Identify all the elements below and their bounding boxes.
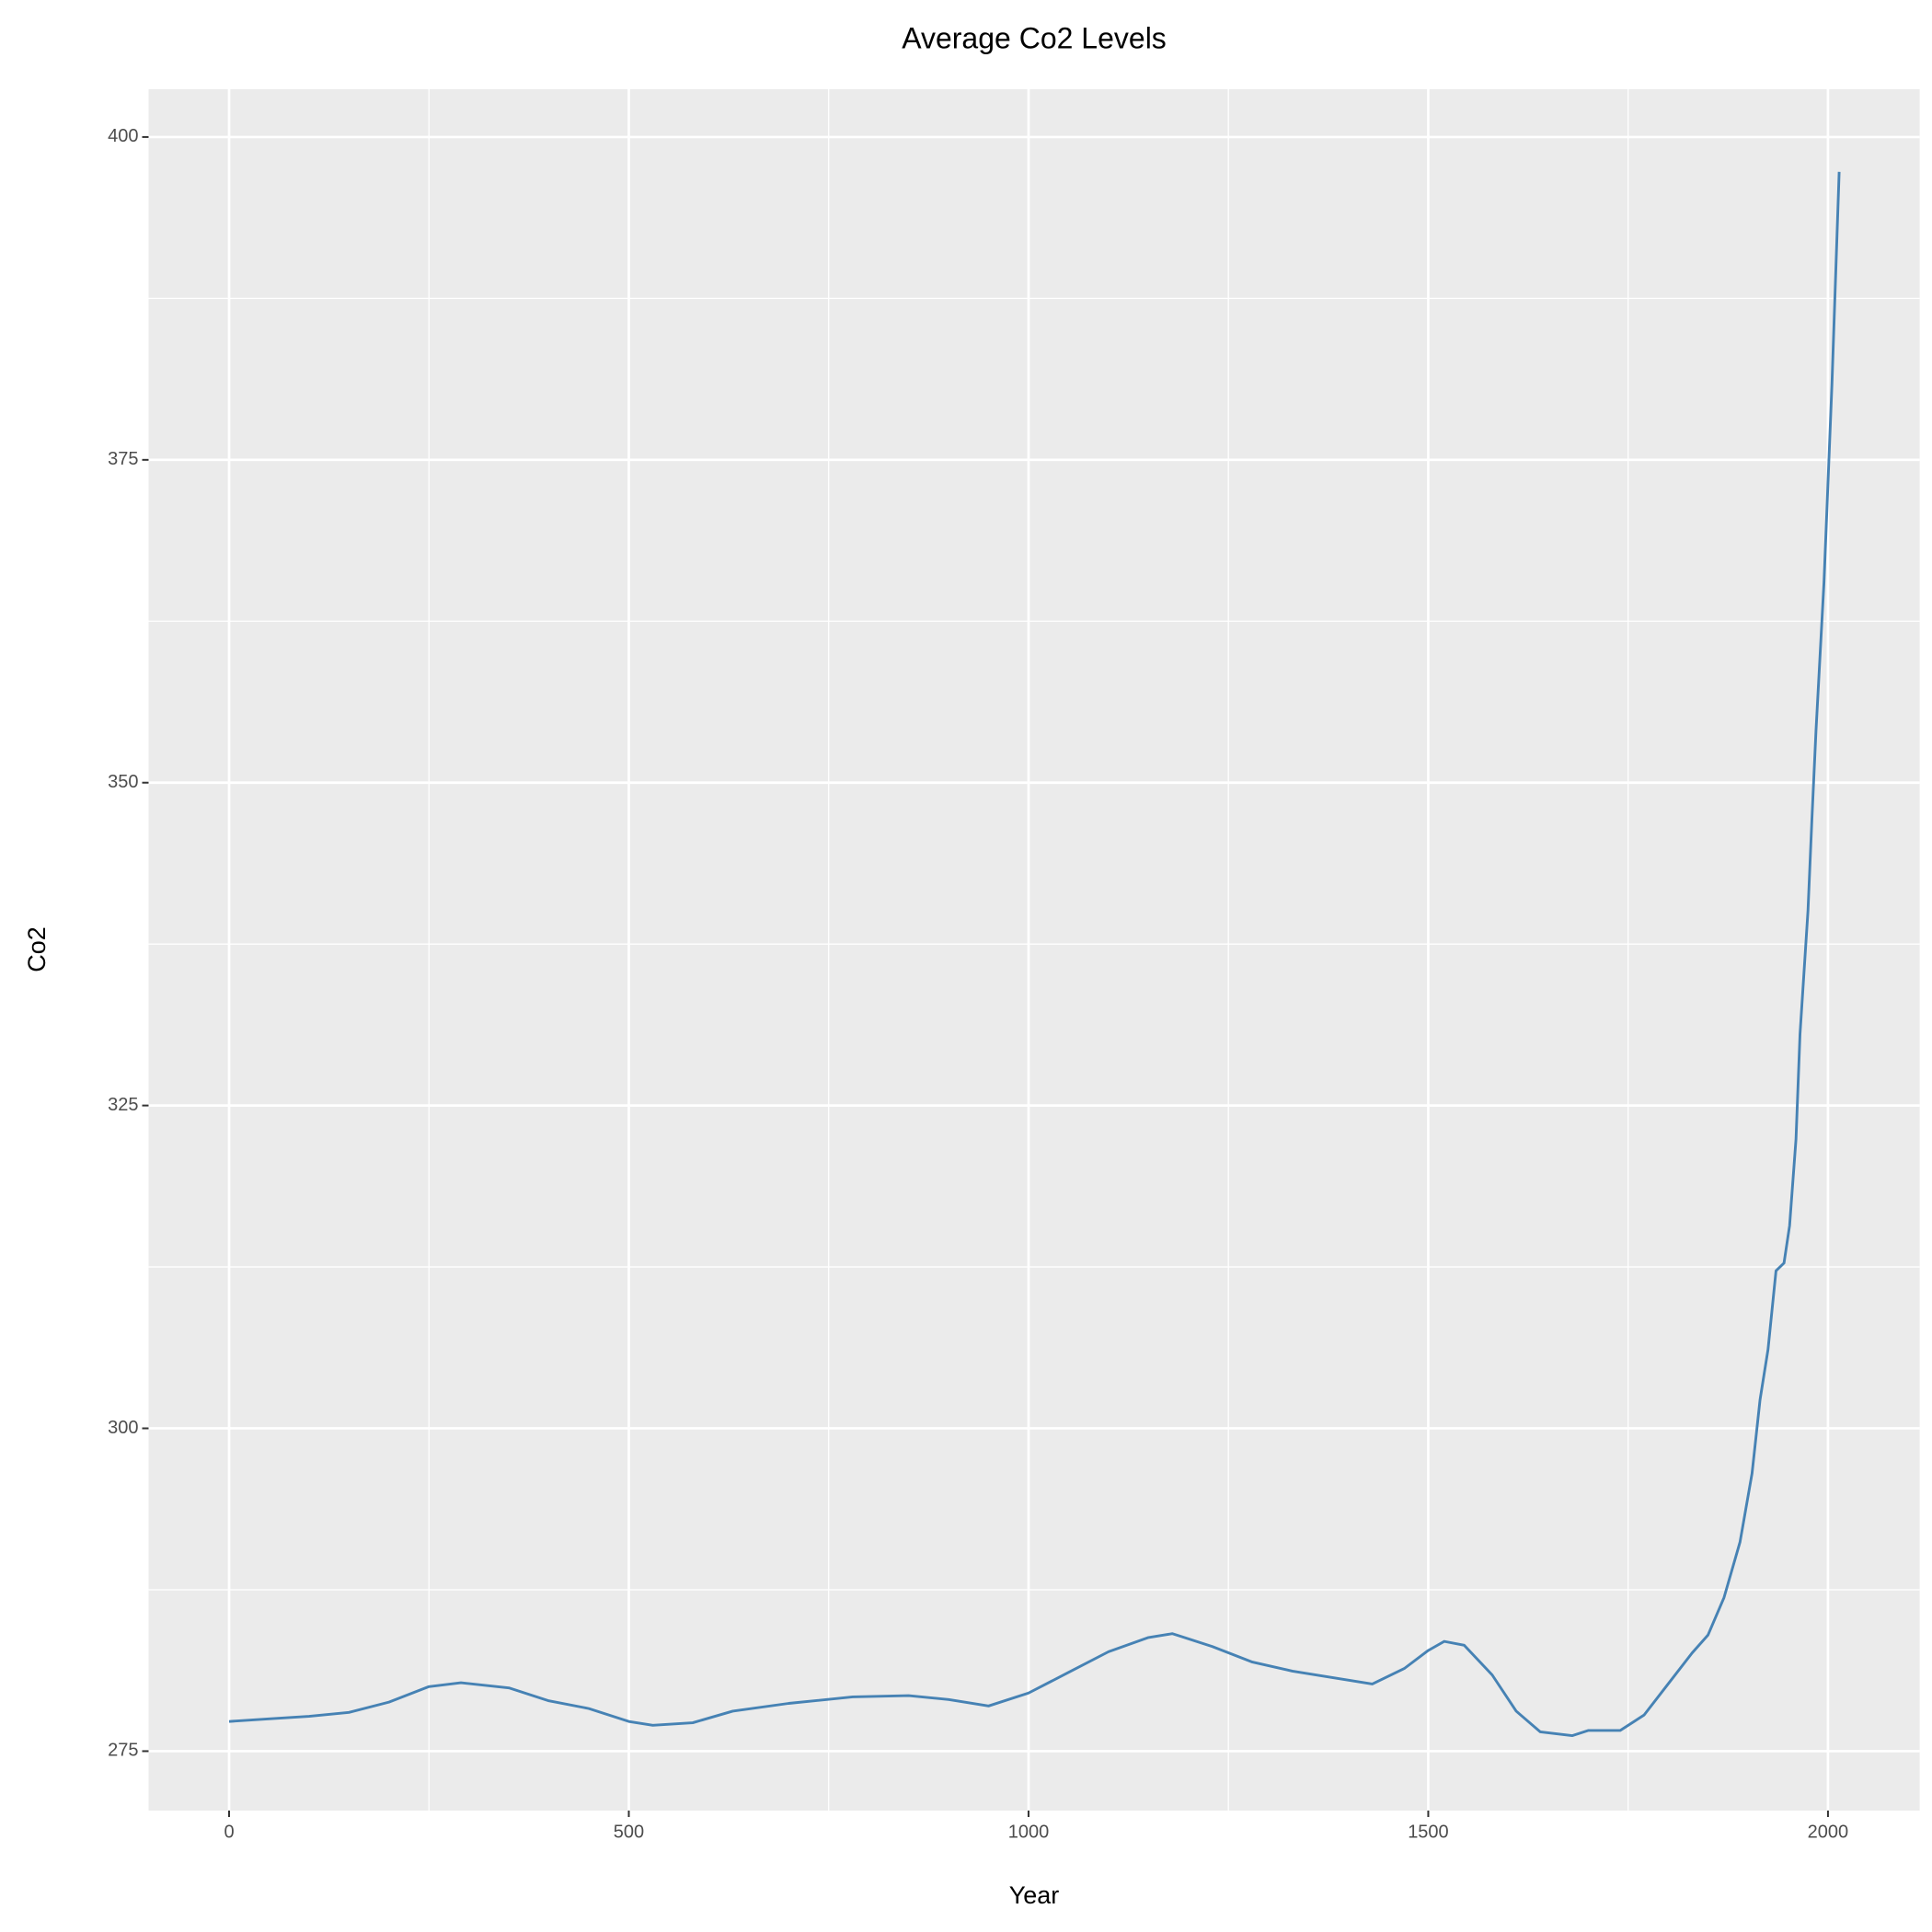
x-tick-label: 0: [224, 1822, 234, 1842]
y-tick-label: 325: [108, 1095, 138, 1115]
y-tick-label: 350: [108, 772, 138, 792]
y-axis-title: Co2: [23, 926, 51, 972]
y-tick-label: 300: [108, 1418, 138, 1438]
data-line: [228, 171, 1841, 1738]
x-tick-label: 2000: [1808, 1822, 1849, 1842]
x-tick-label: 1500: [1408, 1822, 1449, 1842]
y-tick-label: 400: [108, 126, 138, 146]
x-tick-label: 500: [614, 1822, 644, 1842]
plot-panel: [148, 89, 1920, 1811]
x-axis-title: Year: [1009, 1881, 1060, 1909]
y-tick-label: 275: [108, 1741, 138, 1761]
x-tick-label: 1000: [1008, 1822, 1050, 1842]
chart-title: Average Co2 Levels: [902, 21, 1167, 54]
y-tick-label: 375: [108, 449, 138, 469]
